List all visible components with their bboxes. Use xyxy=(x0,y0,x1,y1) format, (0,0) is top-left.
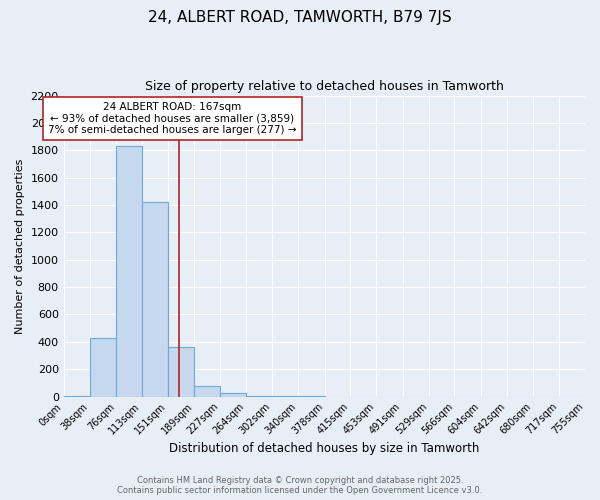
Bar xyxy=(90,338,116,396)
Bar xyxy=(220,393,246,396)
Text: 24 ALBERT ROAD: 167sqm
← 93% of detached houses are smaller (3,859)
7% of semi-d: 24 ALBERT ROAD: 167sqm ← 93% of detached… xyxy=(48,102,296,135)
X-axis label: Distribution of detached houses by size in Tamworth: Distribution of detached houses by size … xyxy=(169,442,479,455)
Title: Size of property relative to detached houses in Tamworth: Size of property relative to detached ho… xyxy=(145,80,504,93)
Bar xyxy=(142,202,168,396)
Bar xyxy=(194,386,220,396)
Bar xyxy=(168,348,194,397)
Text: 24, ALBERT ROAD, TAMWORTH, B79 7JS: 24, ALBERT ROAD, TAMWORTH, B79 7JS xyxy=(148,10,452,25)
Bar xyxy=(116,146,142,397)
Text: Contains HM Land Registry data © Crown copyright and database right 2025.
Contai: Contains HM Land Registry data © Crown c… xyxy=(118,476,482,495)
Y-axis label: Number of detached properties: Number of detached properties xyxy=(15,158,25,334)
